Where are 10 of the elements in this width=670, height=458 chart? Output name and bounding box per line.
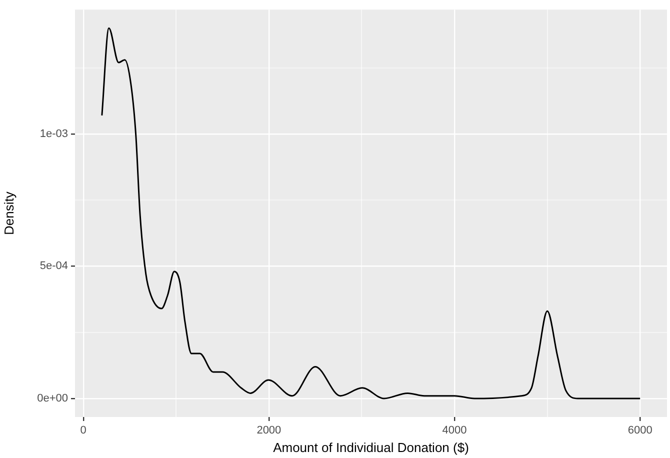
x-tick-label: 6000 — [628, 424, 652, 437]
y-tick-label: 0e+00 — [37, 392, 68, 405]
x-tick-label: 0 — [80, 424, 86, 437]
line-series — [101, 27, 641, 400]
y-tick-label: 1e-03 — [40, 128, 68, 140]
x-axis-title: Amount of Individiual Donation ($) — [273, 440, 469, 455]
x-tick-label: 4000 — [442, 424, 467, 437]
x-tick-label: 2000 — [256, 424, 282, 437]
y-tick-label: 5e-04 — [40, 260, 68, 272]
y-axis-title: Density — [1, 191, 16, 235]
